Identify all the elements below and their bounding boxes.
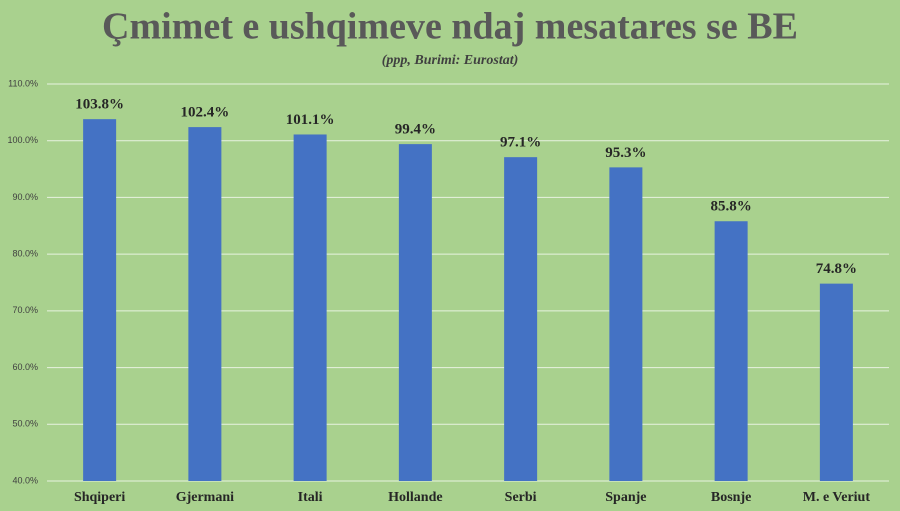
bar (714, 221, 748, 481)
bar (609, 167, 643, 481)
y-tick-label: 100.0% (7, 135, 38, 145)
value-label: 97.1% (500, 135, 541, 151)
x-tick-label: Bosnje (711, 490, 751, 505)
value-label: 74.8% (816, 261, 857, 277)
x-tick-label: Gjermani (176, 490, 234, 505)
bar (398, 144, 432, 482)
x-tick-label: Serbi (505, 490, 537, 505)
x-tick-label: Shqiperi (74, 490, 125, 505)
x-tick-label: Hollande (388, 490, 442, 505)
chart-subtitle: (ppp, Burimi: Eurostat) (382, 53, 519, 68)
value-label: 102.4% (181, 105, 230, 121)
value-label: 103.8% (75, 97, 124, 113)
y-tick-label: 70.0% (12, 305, 38, 315)
bar (819, 283, 853, 481)
y-tick-label: 80.0% (12, 249, 38, 259)
bar (83, 119, 117, 482)
y-tick-label: 50.0% (12, 419, 38, 429)
y-tick-label: 40.0% (12, 475, 38, 485)
value-label: 85.8% (711, 199, 752, 215)
y-tick-label: 90.0% (12, 192, 38, 202)
bar (504, 157, 538, 481)
y-tick-label: 60.0% (12, 362, 38, 372)
value-label: 101.1% (286, 112, 335, 128)
x-tick-label: M. e Veriut (803, 490, 871, 505)
x-tick-label: Spanje (605, 490, 646, 505)
bar (188, 127, 222, 482)
bar (293, 134, 327, 481)
value-label: 99.4% (395, 122, 436, 138)
y-tick-label: 110.0% (8, 78, 38, 88)
value-label: 95.3% (605, 145, 646, 161)
chart-title: Çmimet e ushqimeve ndaj mesatares se BE (102, 6, 798, 48)
x-tick-label: Itali (298, 490, 323, 505)
